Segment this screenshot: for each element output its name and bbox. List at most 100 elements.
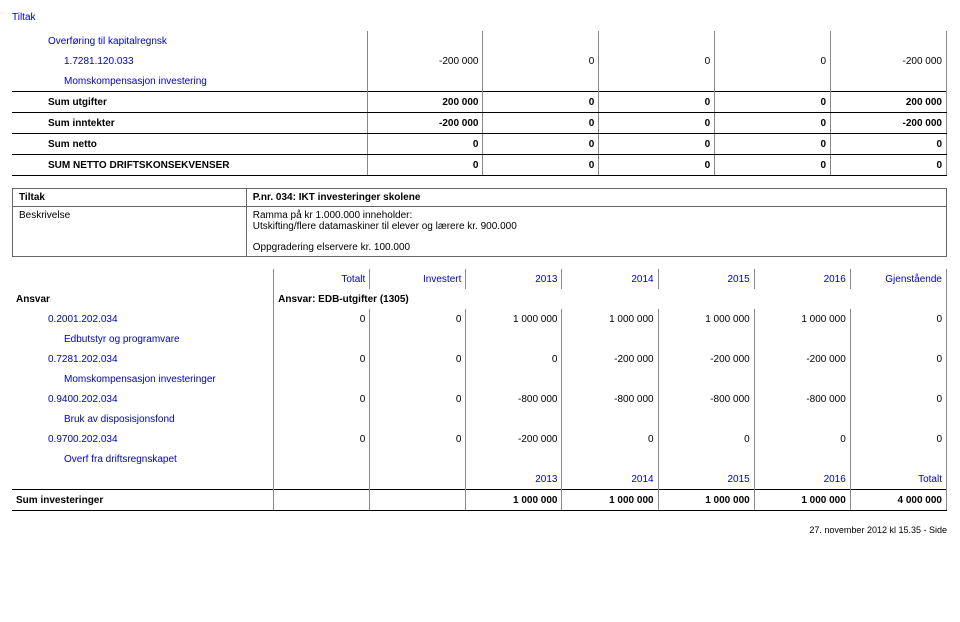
sub: Overf fra driftsregnskapet bbox=[12, 449, 274, 469]
year: Totalt bbox=[850, 469, 946, 490]
ansvar-k: Ansvar bbox=[12, 289, 274, 309]
box-v2: Ramma på kr 1.000.000 inneholder: Utskif… bbox=[246, 207, 946, 257]
sum-utg-label: Sum utgifter bbox=[12, 92, 367, 113]
val: -200 000 bbox=[466, 429, 562, 449]
val: 0 bbox=[850, 309, 946, 329]
box-v2b: Utskifting/flere datamaskiner til elever… bbox=[253, 221, 940, 232]
val: -800 000 bbox=[562, 389, 658, 409]
subcode: Momskompensasjon investering bbox=[12, 71, 367, 92]
h: Investert bbox=[370, 269, 466, 289]
val: -200 000 bbox=[754, 349, 850, 369]
val: -800 000 bbox=[658, 389, 754, 409]
val: 0 bbox=[599, 113, 715, 134]
val: 0 bbox=[274, 429, 370, 449]
val: 0 bbox=[599, 92, 715, 113]
val: 1 000 000 bbox=[466, 309, 562, 329]
val: 1 000 000 bbox=[562, 490, 658, 511]
lower-table: . Totalt Investert 2013 2014 2015 2016 G… bbox=[12, 269, 947, 511]
val: 0 bbox=[715, 134, 831, 155]
sub: Edbutstyr og programvare bbox=[12, 329, 274, 349]
sub: Bruk av disposisjonsfond bbox=[12, 409, 274, 429]
year: 2013 bbox=[466, 469, 562, 490]
val: 0 bbox=[850, 429, 946, 449]
val: 1 000 000 bbox=[466, 490, 562, 511]
val: -200 000 bbox=[831, 113, 947, 134]
val: 0 bbox=[370, 309, 466, 329]
code: 0.2001.202.034 bbox=[12, 309, 274, 329]
val: 0 bbox=[483, 51, 599, 71]
h: Totalt bbox=[274, 269, 370, 289]
val: 0 bbox=[658, 429, 754, 449]
sum-inv-label: Sum investeringer bbox=[12, 490, 274, 511]
val: 0 bbox=[274, 309, 370, 329]
h: Gjenstående bbox=[850, 269, 946, 289]
val: 0 bbox=[370, 349, 466, 369]
val: -200 000 bbox=[562, 349, 658, 369]
val: 200 000 bbox=[831, 92, 947, 113]
val: 0 bbox=[370, 389, 466, 409]
val: 0 bbox=[715, 92, 831, 113]
val: 0 bbox=[483, 92, 599, 113]
val: 0 bbox=[370, 429, 466, 449]
val: 0 bbox=[562, 429, 658, 449]
code: 0.9400.202.034 bbox=[12, 389, 274, 409]
sum-drift-label: SUM NETTO DRIFTSKONSEKVENSER bbox=[12, 155, 367, 176]
code: 0.7281.202.034 bbox=[12, 349, 274, 369]
val: 0 bbox=[850, 389, 946, 409]
box-v2c: Oppgradering elservere kr. 100.000 bbox=[253, 242, 940, 253]
val: 0 bbox=[367, 155, 483, 176]
val: 0 bbox=[599, 134, 715, 155]
val: 0 bbox=[754, 429, 850, 449]
box-v1: P.nr. 034: IKT investeringer skolene bbox=[246, 189, 946, 207]
val: 0 bbox=[483, 134, 599, 155]
val: 0 bbox=[274, 389, 370, 409]
val: -200 000 bbox=[367, 113, 483, 134]
val: -800 000 bbox=[466, 389, 562, 409]
h: 2015 bbox=[658, 269, 754, 289]
h: 2014 bbox=[562, 269, 658, 289]
val: 0 bbox=[274, 349, 370, 369]
val: 0 bbox=[831, 134, 947, 155]
val: 1 000 000 bbox=[658, 490, 754, 511]
val: 1 000 000 bbox=[658, 309, 754, 329]
desc-box: Tiltak P.nr. 034: IKT investeringer skol… bbox=[12, 188, 947, 257]
code: 0.9700.202.034 bbox=[12, 429, 274, 449]
upper-table: Overføring til kapitalregnsk 1.7281.120.… bbox=[12, 31, 947, 176]
year: 2014 bbox=[562, 469, 658, 490]
val: 1 000 000 bbox=[562, 309, 658, 329]
val: -200 000 bbox=[367, 51, 483, 71]
box-k2: Beskrivelse bbox=[13, 207, 246, 257]
sum-net-label: Sum netto bbox=[12, 134, 367, 155]
val: 0 bbox=[483, 113, 599, 134]
val: -800 000 bbox=[754, 389, 850, 409]
sub: Momskompensasjon investeringer bbox=[12, 369, 274, 389]
val: 4 000 000 bbox=[850, 490, 946, 511]
h: 2016 bbox=[754, 269, 850, 289]
h: 2013 bbox=[466, 269, 562, 289]
val: 200 000 bbox=[367, 92, 483, 113]
box-k1: Tiltak bbox=[13, 189, 246, 207]
val: 0 bbox=[599, 155, 715, 176]
val: 0 bbox=[367, 134, 483, 155]
val: 0 bbox=[715, 51, 831, 71]
val: 0 bbox=[715, 113, 831, 134]
code-row: 1.7281.120.033 bbox=[12, 51, 367, 71]
year: 2016 bbox=[754, 469, 850, 490]
year: 2015 bbox=[658, 469, 754, 490]
val: 1 000 000 bbox=[754, 490, 850, 511]
sect-title: Overføring til kapitalregnsk bbox=[12, 31, 367, 51]
val: 1 000 000 bbox=[754, 309, 850, 329]
ansvar-v: Ansvar: EDB-utgifter (1305) bbox=[274, 289, 947, 309]
val: -200 000 bbox=[831, 51, 947, 71]
val: 0 bbox=[850, 349, 946, 369]
box-v2a: Ramma på kr 1.000.000 inneholder: bbox=[253, 210, 940, 221]
footer: 27. november 2012 kl 15.35 - Side bbox=[12, 525, 947, 535]
val: 0 bbox=[599, 51, 715, 71]
val: 0 bbox=[715, 155, 831, 176]
val: 0 bbox=[831, 155, 947, 176]
val: 0 bbox=[483, 155, 599, 176]
page-label: Tiltak bbox=[12, 12, 947, 23]
val: 0 bbox=[466, 349, 562, 369]
sum-inn-label: Sum inntekter bbox=[12, 113, 367, 134]
val: -200 000 bbox=[658, 349, 754, 369]
